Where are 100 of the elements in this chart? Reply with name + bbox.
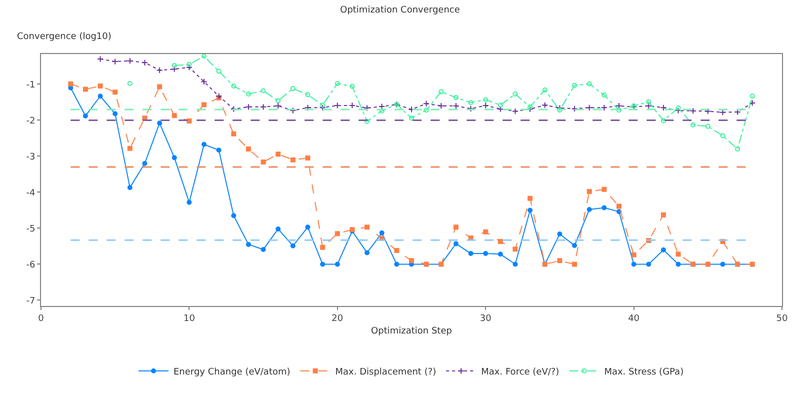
point xyxy=(305,156,310,161)
point xyxy=(616,102,622,110)
point xyxy=(246,91,251,96)
point xyxy=(320,262,326,267)
legend-label: Max. Force (eV/?) xyxy=(481,367,560,378)
point xyxy=(556,104,563,112)
point xyxy=(172,113,177,118)
point xyxy=(660,212,666,218)
point xyxy=(112,111,118,116)
point xyxy=(260,160,266,164)
point xyxy=(82,113,88,118)
point xyxy=(216,68,222,74)
point xyxy=(172,63,177,68)
point xyxy=(557,108,562,113)
point xyxy=(676,106,681,110)
point xyxy=(674,107,682,114)
point xyxy=(126,58,134,64)
point xyxy=(602,92,607,98)
point xyxy=(498,102,503,108)
point xyxy=(319,104,326,111)
x-tick-label: 10 xyxy=(183,314,196,324)
x-axis-title: Optimization Step xyxy=(371,326,452,337)
point xyxy=(320,244,326,250)
legend-label: Max. Stress (GPa) xyxy=(604,367,684,378)
point xyxy=(438,102,444,110)
point xyxy=(320,102,326,108)
y-tick-label: -7 xyxy=(26,296,36,306)
point xyxy=(379,108,384,114)
legend-label: Max. Displacement (?) xyxy=(335,367,436,378)
point xyxy=(202,54,207,59)
point xyxy=(96,56,104,62)
point xyxy=(512,91,518,96)
point xyxy=(276,152,281,157)
point xyxy=(453,95,458,100)
point xyxy=(290,86,296,92)
point xyxy=(260,246,266,252)
point xyxy=(246,242,251,247)
x-tick-label: 30 xyxy=(480,314,492,324)
point xyxy=(200,78,208,86)
point xyxy=(602,205,607,210)
point xyxy=(600,104,608,111)
point xyxy=(586,207,592,212)
point xyxy=(379,230,384,236)
point xyxy=(631,262,636,267)
point xyxy=(156,66,163,74)
point xyxy=(690,122,696,128)
point xyxy=(453,241,458,246)
point xyxy=(438,89,444,94)
point xyxy=(98,84,103,89)
point xyxy=(364,104,370,112)
point xyxy=(127,146,132,151)
point xyxy=(645,102,652,110)
point xyxy=(572,262,578,267)
point xyxy=(409,116,414,121)
point xyxy=(171,66,178,72)
point xyxy=(334,231,340,236)
y-tick-label: -4 xyxy=(26,188,36,198)
point xyxy=(512,246,518,252)
point xyxy=(334,262,340,267)
y-tick-label: -5 xyxy=(26,224,36,234)
y-axis-title: Convergence (log10) xyxy=(17,32,112,42)
point xyxy=(305,224,310,230)
point xyxy=(112,90,118,95)
point xyxy=(452,102,460,110)
point xyxy=(424,108,429,113)
point xyxy=(348,102,356,109)
point xyxy=(528,208,533,213)
point xyxy=(216,148,222,153)
point xyxy=(304,104,312,111)
point xyxy=(364,224,370,230)
point xyxy=(453,224,458,230)
point xyxy=(572,243,578,248)
point xyxy=(616,204,622,209)
chart-title: Optimization Convergence xyxy=(340,5,460,16)
point xyxy=(231,131,236,136)
point xyxy=(231,84,236,89)
point xyxy=(705,124,710,129)
point xyxy=(720,262,726,267)
point xyxy=(112,58,118,65)
point xyxy=(735,146,740,152)
point xyxy=(750,94,755,99)
point xyxy=(157,84,162,90)
x-tick-label: 0 xyxy=(38,314,44,324)
point xyxy=(82,86,88,92)
point xyxy=(483,97,488,102)
point xyxy=(646,262,652,267)
point xyxy=(186,200,192,205)
x-tick-label: 40 xyxy=(628,314,640,324)
point xyxy=(290,107,296,114)
point xyxy=(660,247,666,252)
point xyxy=(186,118,192,124)
point xyxy=(394,262,400,267)
y-tick-label: -6 xyxy=(26,260,36,270)
point xyxy=(528,104,533,110)
point xyxy=(586,189,592,194)
point xyxy=(719,109,726,116)
point xyxy=(276,226,281,232)
point xyxy=(350,84,355,89)
point xyxy=(586,81,592,86)
point xyxy=(394,248,400,254)
